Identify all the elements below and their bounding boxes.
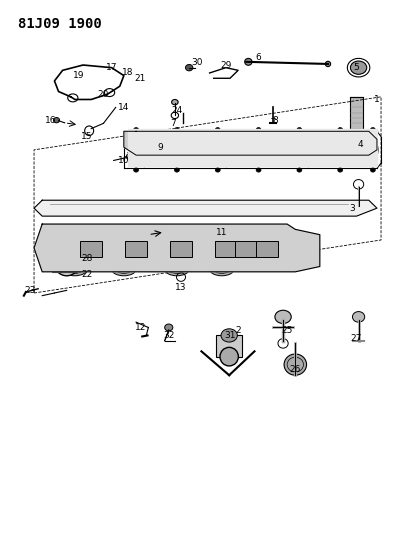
Text: 10: 10	[118, 156, 129, 165]
Text: 4: 4	[358, 140, 363, 149]
Ellipse shape	[126, 154, 134, 160]
Polygon shape	[128, 128, 377, 166]
Ellipse shape	[297, 168, 302, 172]
Ellipse shape	[210, 263, 234, 276]
Ellipse shape	[219, 240, 229, 250]
Ellipse shape	[185, 64, 193, 71]
Ellipse shape	[215, 168, 220, 172]
Ellipse shape	[245, 59, 252, 65]
Text: 81J09 1900: 81J09 1900	[18, 17, 102, 31]
Text: 9: 9	[158, 143, 164, 152]
Text: 14: 14	[118, 103, 129, 112]
Ellipse shape	[112, 263, 136, 276]
Ellipse shape	[370, 127, 375, 132]
Ellipse shape	[338, 127, 343, 132]
Ellipse shape	[284, 354, 307, 375]
Text: 22: 22	[81, 270, 93, 279]
Ellipse shape	[175, 127, 179, 132]
Ellipse shape	[220, 348, 238, 366]
Ellipse shape	[338, 168, 343, 172]
Ellipse shape	[53, 247, 80, 276]
Ellipse shape	[155, 143, 162, 149]
Text: 6: 6	[256, 53, 261, 62]
Text: 2: 2	[236, 326, 241, 335]
Ellipse shape	[53, 117, 60, 123]
Polygon shape	[124, 131, 377, 155]
Bar	[53, 248, 77, 272]
Ellipse shape	[134, 168, 139, 172]
Text: 19: 19	[73, 71, 85, 80]
Text: 30: 30	[192, 58, 203, 67]
Ellipse shape	[165, 263, 189, 276]
Text: 11: 11	[216, 228, 228, 237]
Ellipse shape	[297, 127, 302, 132]
Text: 27: 27	[351, 334, 362, 343]
Text: 26: 26	[290, 366, 301, 374]
Bar	[80, 241, 102, 257]
Ellipse shape	[62, 263, 87, 276]
Ellipse shape	[351, 61, 367, 74]
Text: 29: 29	[220, 61, 232, 69]
Text: 20: 20	[98, 90, 109, 99]
Text: 17: 17	[106, 63, 118, 72]
Text: 32: 32	[163, 331, 174, 340]
Bar	[170, 241, 192, 257]
Ellipse shape	[256, 168, 261, 172]
Polygon shape	[34, 224, 320, 272]
Text: 23: 23	[24, 286, 36, 295]
Text: 13: 13	[175, 283, 187, 292]
Text: 31: 31	[224, 331, 236, 340]
Bar	[256, 241, 278, 257]
Text: 3: 3	[350, 204, 356, 213]
Ellipse shape	[353, 312, 365, 322]
Bar	[215, 241, 237, 257]
Ellipse shape	[256, 127, 261, 132]
Bar	[216, 335, 242, 357]
Text: 1: 1	[374, 95, 380, 104]
Bar	[351, 97, 363, 142]
Text: 28: 28	[81, 254, 93, 263]
Ellipse shape	[326, 61, 330, 67]
Ellipse shape	[370, 168, 375, 172]
Polygon shape	[34, 200, 377, 216]
Polygon shape	[34, 97, 381, 293]
Text: 18: 18	[122, 68, 134, 77]
Text: 25: 25	[282, 326, 293, 335]
Ellipse shape	[81, 250, 89, 257]
Text: 12: 12	[134, 323, 146, 332]
Ellipse shape	[175, 168, 179, 172]
Text: 15: 15	[81, 132, 93, 141]
Text: 8: 8	[272, 116, 278, 125]
Ellipse shape	[165, 324, 173, 331]
Ellipse shape	[275, 310, 291, 324]
Text: 16: 16	[45, 116, 56, 125]
Ellipse shape	[134, 127, 139, 132]
Ellipse shape	[215, 127, 220, 132]
Bar	[125, 241, 147, 257]
Ellipse shape	[221, 329, 237, 342]
Text: 5: 5	[354, 63, 359, 72]
Text: 24: 24	[171, 106, 182, 115]
Bar	[235, 241, 258, 257]
Ellipse shape	[172, 100, 178, 105]
Text: 21: 21	[134, 74, 146, 83]
Text: 7: 7	[170, 119, 176, 128]
